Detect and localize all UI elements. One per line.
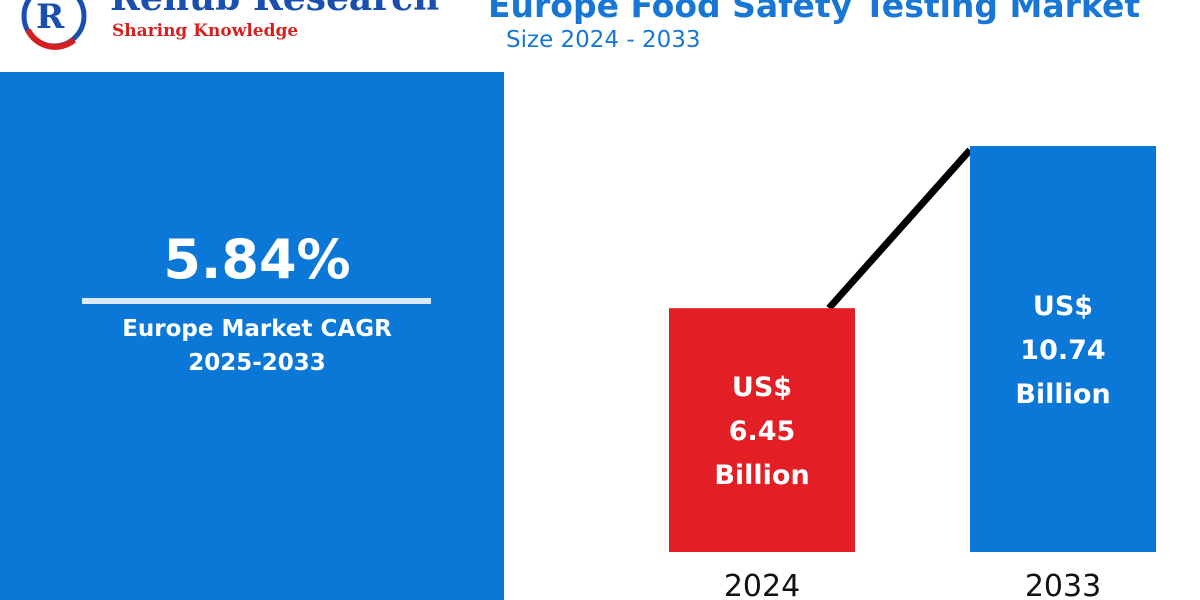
bar-label-2024-3: Billion (714, 460, 809, 491)
svg-text:R: R (36, 0, 65, 37)
logo: R Renub Research Sharing Knowledge (14, 0, 439, 56)
page-subtitle: Size 2024 - 2033 (506, 27, 701, 53)
x-tick-label-2024: 2024 (724, 569, 800, 600)
x-tick-label-2033: 2033 (1025, 569, 1101, 600)
bar-2033 (970, 146, 1156, 552)
cagr-divider (82, 298, 431, 304)
bar-label-2033-3: Billion (1015, 379, 1110, 410)
bar-label-2033-2: 10.74 (1020, 335, 1105, 366)
bar-2024 (669, 308, 855, 552)
page-title: Europe Food Safety Testing Market (488, 0, 1141, 25)
bar-label-2024-2: 6.45 (729, 416, 796, 447)
renub-logo-icon: R (21, 0, 87, 50)
cagr-label-line2: 2025-2033 (188, 350, 326, 376)
cagr-label: Europe Market CAGR 2025-2033 (82, 312, 432, 380)
brand-tagline: Sharing Knowledge (112, 21, 299, 41)
cagr-label-line1: Europe Market CAGR (122, 316, 392, 342)
brand-name: Renub Research (110, 0, 439, 19)
bar-label-2024-1: US$ (732, 372, 792, 403)
cagr-value: 5.84% (163, 228, 351, 291)
cagr-panel: 5.84% Europe Market CAGR 2025-2033 (0, 72, 504, 600)
bar-label-2033-1: US$ (1033, 291, 1093, 322)
trend-line (826, 147, 973, 311)
